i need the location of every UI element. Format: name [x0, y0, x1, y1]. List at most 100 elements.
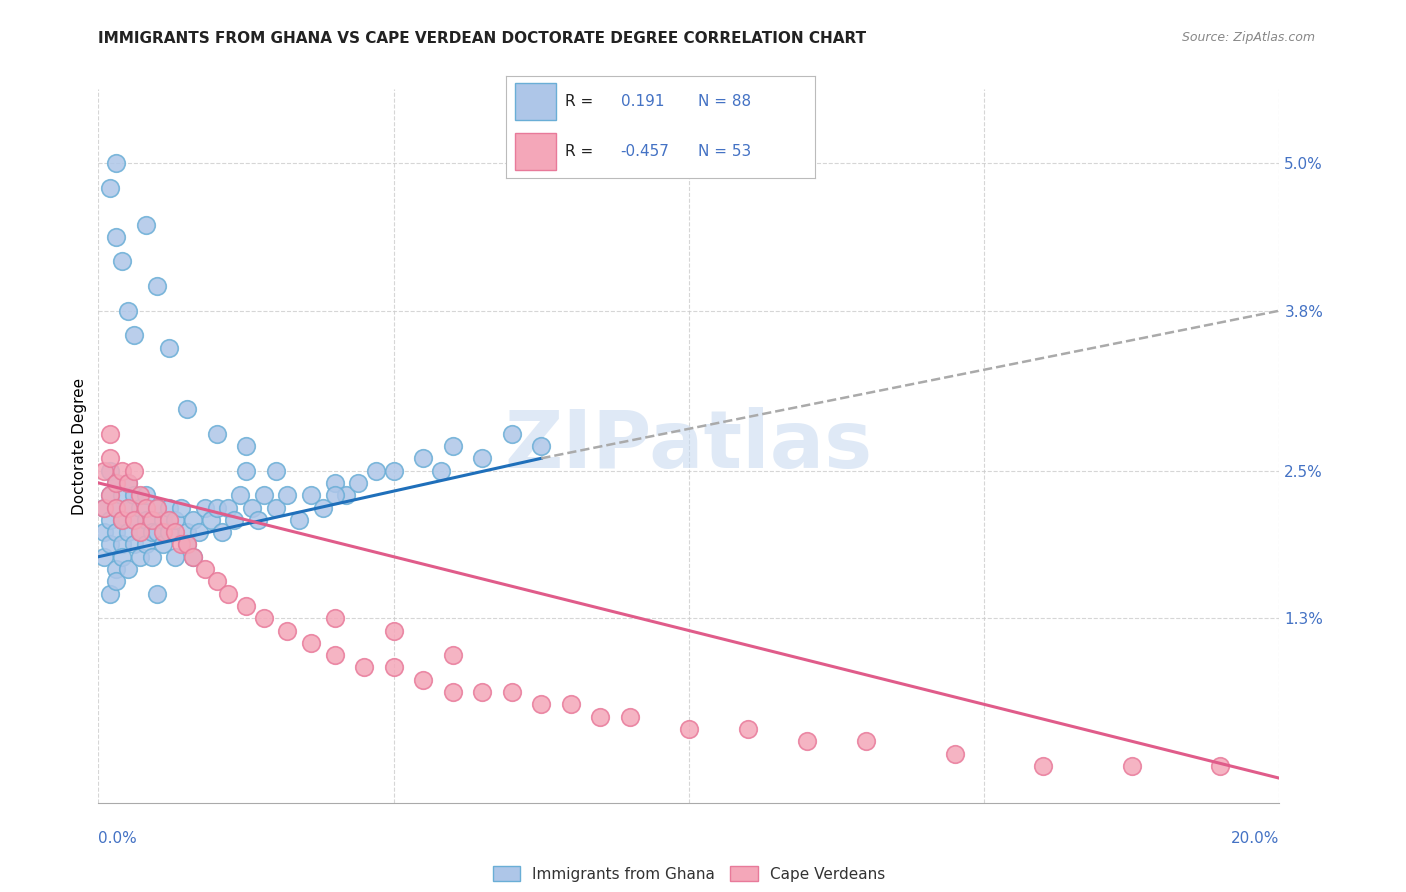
Point — [217, 500, 239, 515]
Point — [111, 537, 134, 551]
Point — [737, 722, 759, 736]
Point — [441, 648, 464, 662]
Text: R =: R = — [565, 145, 593, 160]
Point — [441, 685, 464, 699]
Point — [246, 513, 269, 527]
Point — [141, 513, 163, 527]
Point — [135, 513, 157, 527]
Point — [382, 624, 405, 638]
Point — [253, 488, 276, 502]
Point — [128, 500, 150, 515]
Point — [276, 488, 298, 502]
Point — [152, 513, 174, 527]
Point — [105, 500, 128, 515]
Legend: Immigrants from Ghana, Cape Verdeans: Immigrants from Ghana, Cape Verdeans — [486, 860, 891, 888]
Point — [157, 500, 180, 515]
Point — [335, 488, 357, 502]
Point — [105, 525, 128, 540]
Point — [276, 624, 298, 638]
Point — [117, 525, 139, 540]
Point — [589, 709, 612, 723]
Point — [105, 475, 128, 490]
Point — [93, 464, 115, 478]
Point — [93, 500, 115, 515]
Text: 0.0%: 0.0% — [98, 831, 138, 846]
Point — [117, 475, 139, 490]
Point — [117, 303, 139, 318]
Point — [152, 525, 174, 540]
Point — [146, 500, 169, 515]
Point — [170, 537, 193, 551]
Point — [187, 525, 209, 540]
Point — [264, 464, 287, 478]
Point — [943, 747, 966, 761]
Point — [205, 500, 228, 515]
Point — [1032, 759, 1054, 773]
Point — [240, 500, 263, 515]
Point — [855, 734, 877, 748]
Point — [176, 537, 198, 551]
Point — [181, 549, 204, 564]
Point — [501, 685, 523, 699]
Point — [105, 574, 128, 589]
Point — [157, 341, 180, 355]
Point — [135, 488, 157, 502]
Point — [111, 549, 134, 564]
Point — [194, 562, 217, 576]
Point — [122, 328, 145, 343]
Point — [323, 475, 346, 490]
Point — [323, 648, 346, 662]
Point — [98, 537, 121, 551]
Point — [135, 537, 157, 551]
Point — [111, 513, 134, 527]
Point — [105, 475, 128, 490]
Point — [122, 537, 145, 551]
Text: ZIPatlas: ZIPatlas — [505, 407, 873, 485]
Point — [560, 698, 582, 712]
Point — [128, 525, 150, 540]
Point — [98, 180, 121, 194]
Point — [165, 513, 187, 527]
Point — [105, 562, 128, 576]
Text: N = 88: N = 88 — [697, 94, 751, 109]
Point — [299, 488, 322, 502]
Point — [382, 464, 405, 478]
Point — [165, 549, 187, 564]
Point — [288, 513, 311, 527]
Text: N = 53: N = 53 — [697, 145, 751, 160]
Text: -0.457: -0.457 — [620, 145, 669, 160]
Point — [264, 500, 287, 515]
Point — [146, 587, 169, 601]
Point — [98, 426, 121, 441]
Point — [205, 426, 228, 441]
Point — [176, 537, 198, 551]
Point — [170, 500, 193, 515]
Point — [530, 698, 553, 712]
Point — [135, 218, 157, 232]
Point — [235, 439, 257, 453]
Point — [157, 525, 180, 540]
Point — [122, 513, 145, 527]
Y-axis label: Doctorate Degree: Doctorate Degree — [72, 377, 87, 515]
Point — [678, 722, 700, 736]
Text: R =: R = — [565, 94, 593, 109]
Point — [176, 525, 198, 540]
Point — [501, 426, 523, 441]
Point — [146, 279, 169, 293]
Text: Source: ZipAtlas.com: Source: ZipAtlas.com — [1181, 31, 1315, 45]
Point — [141, 525, 163, 540]
Point — [176, 402, 198, 417]
Point — [235, 464, 257, 478]
Point — [152, 537, 174, 551]
Point — [157, 513, 180, 527]
Point — [217, 587, 239, 601]
Point — [430, 464, 453, 478]
Point — [146, 500, 169, 515]
Point — [1209, 759, 1232, 773]
Point — [122, 513, 145, 527]
Point — [128, 549, 150, 564]
Point — [98, 488, 121, 502]
Point — [211, 525, 233, 540]
Point — [1121, 759, 1143, 773]
Point — [471, 685, 494, 699]
